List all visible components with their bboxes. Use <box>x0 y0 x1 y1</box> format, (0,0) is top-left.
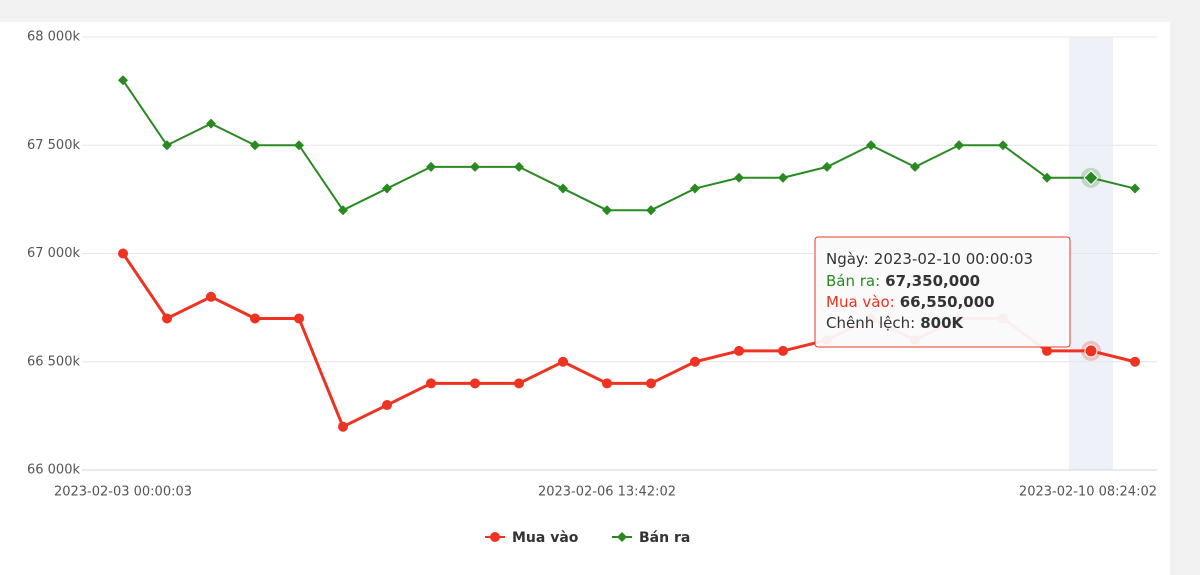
series-line <box>122 79 1136 212</box>
point <box>250 313 260 324</box>
point <box>490 532 500 542</box>
point <box>382 183 392 194</box>
x-tick-label: 2023-02-06 13:42:02 <box>538 485 676 500</box>
point <box>602 378 612 389</box>
point <box>382 400 392 411</box>
tooltip-value: 67,350,000 <box>885 272 980 290</box>
point <box>470 378 480 389</box>
point <box>617 532 627 542</box>
tooltip-label: Bán ra: <box>826 272 880 290</box>
point <box>338 421 348 432</box>
point <box>558 356 568 367</box>
point <box>1130 356 1140 367</box>
point <box>118 248 128 259</box>
point <box>206 291 216 302</box>
point <box>954 140 964 151</box>
point <box>514 378 524 389</box>
point <box>294 313 304 324</box>
legend-label: Mua vào <box>512 530 579 546</box>
point <box>1083 170 1099 186</box>
point <box>426 378 436 389</box>
legend-label: Bán ra <box>639 530 690 546</box>
point <box>338 205 348 216</box>
y-tick-label: 67 000k <box>27 246 80 261</box>
tooltip-line: Bán ra: 67,350,000 <box>826 272 980 290</box>
y-tick-label: 66 000k <box>27 463 80 478</box>
x-tick-label: 2023-02-03 00:00:03 <box>54 485 192 500</box>
point <box>162 313 172 324</box>
point <box>514 161 524 172</box>
tooltip-line: Chênh lệch: 800K <box>826 314 965 332</box>
tooltip-line: Mua vào: 66,550,000 <box>826 293 995 311</box>
point <box>778 345 788 356</box>
y-tick-label: 68 000k <box>27 30 80 45</box>
tooltip-date-label: Ngày: <box>826 250 869 268</box>
y-tick-label: 66 500k <box>27 354 80 369</box>
tooltip-value: 800K <box>920 314 964 332</box>
tooltip-box <box>814 236 1071 348</box>
y-tick-label: 67 500k <box>27 138 80 153</box>
point <box>206 118 216 129</box>
point <box>602 205 612 216</box>
point <box>118 75 128 86</box>
point <box>426 161 436 172</box>
point <box>690 356 700 367</box>
tooltip-label: Chênh lệch: <box>826 314 915 332</box>
point <box>558 183 568 194</box>
point <box>470 161 480 172</box>
point <box>866 140 876 151</box>
tooltip-date: 2023-02-10 00:00:03 <box>874 250 1033 268</box>
point <box>294 140 304 151</box>
point <box>1042 345 1052 356</box>
point <box>778 172 788 183</box>
point <box>734 345 744 356</box>
point <box>646 378 656 389</box>
point <box>690 183 700 194</box>
point <box>1084 344 1098 358</box>
tooltip-value: 66,550,000 <box>900 293 995 311</box>
point <box>250 140 260 151</box>
point <box>734 172 744 183</box>
point <box>822 161 832 172</box>
point <box>1042 172 1052 183</box>
point <box>910 161 920 172</box>
point <box>646 205 656 216</box>
tooltip-label: Mua vào: <box>826 293 895 311</box>
x-tick-label: 2023-02-10 08:24:02 <box>1019 485 1157 500</box>
point <box>162 140 172 151</box>
point <box>1130 183 1140 194</box>
point <box>998 140 1008 151</box>
tooltip-line: Ngày: 2023-02-10 00:00:03 <box>826 250 1033 268</box>
